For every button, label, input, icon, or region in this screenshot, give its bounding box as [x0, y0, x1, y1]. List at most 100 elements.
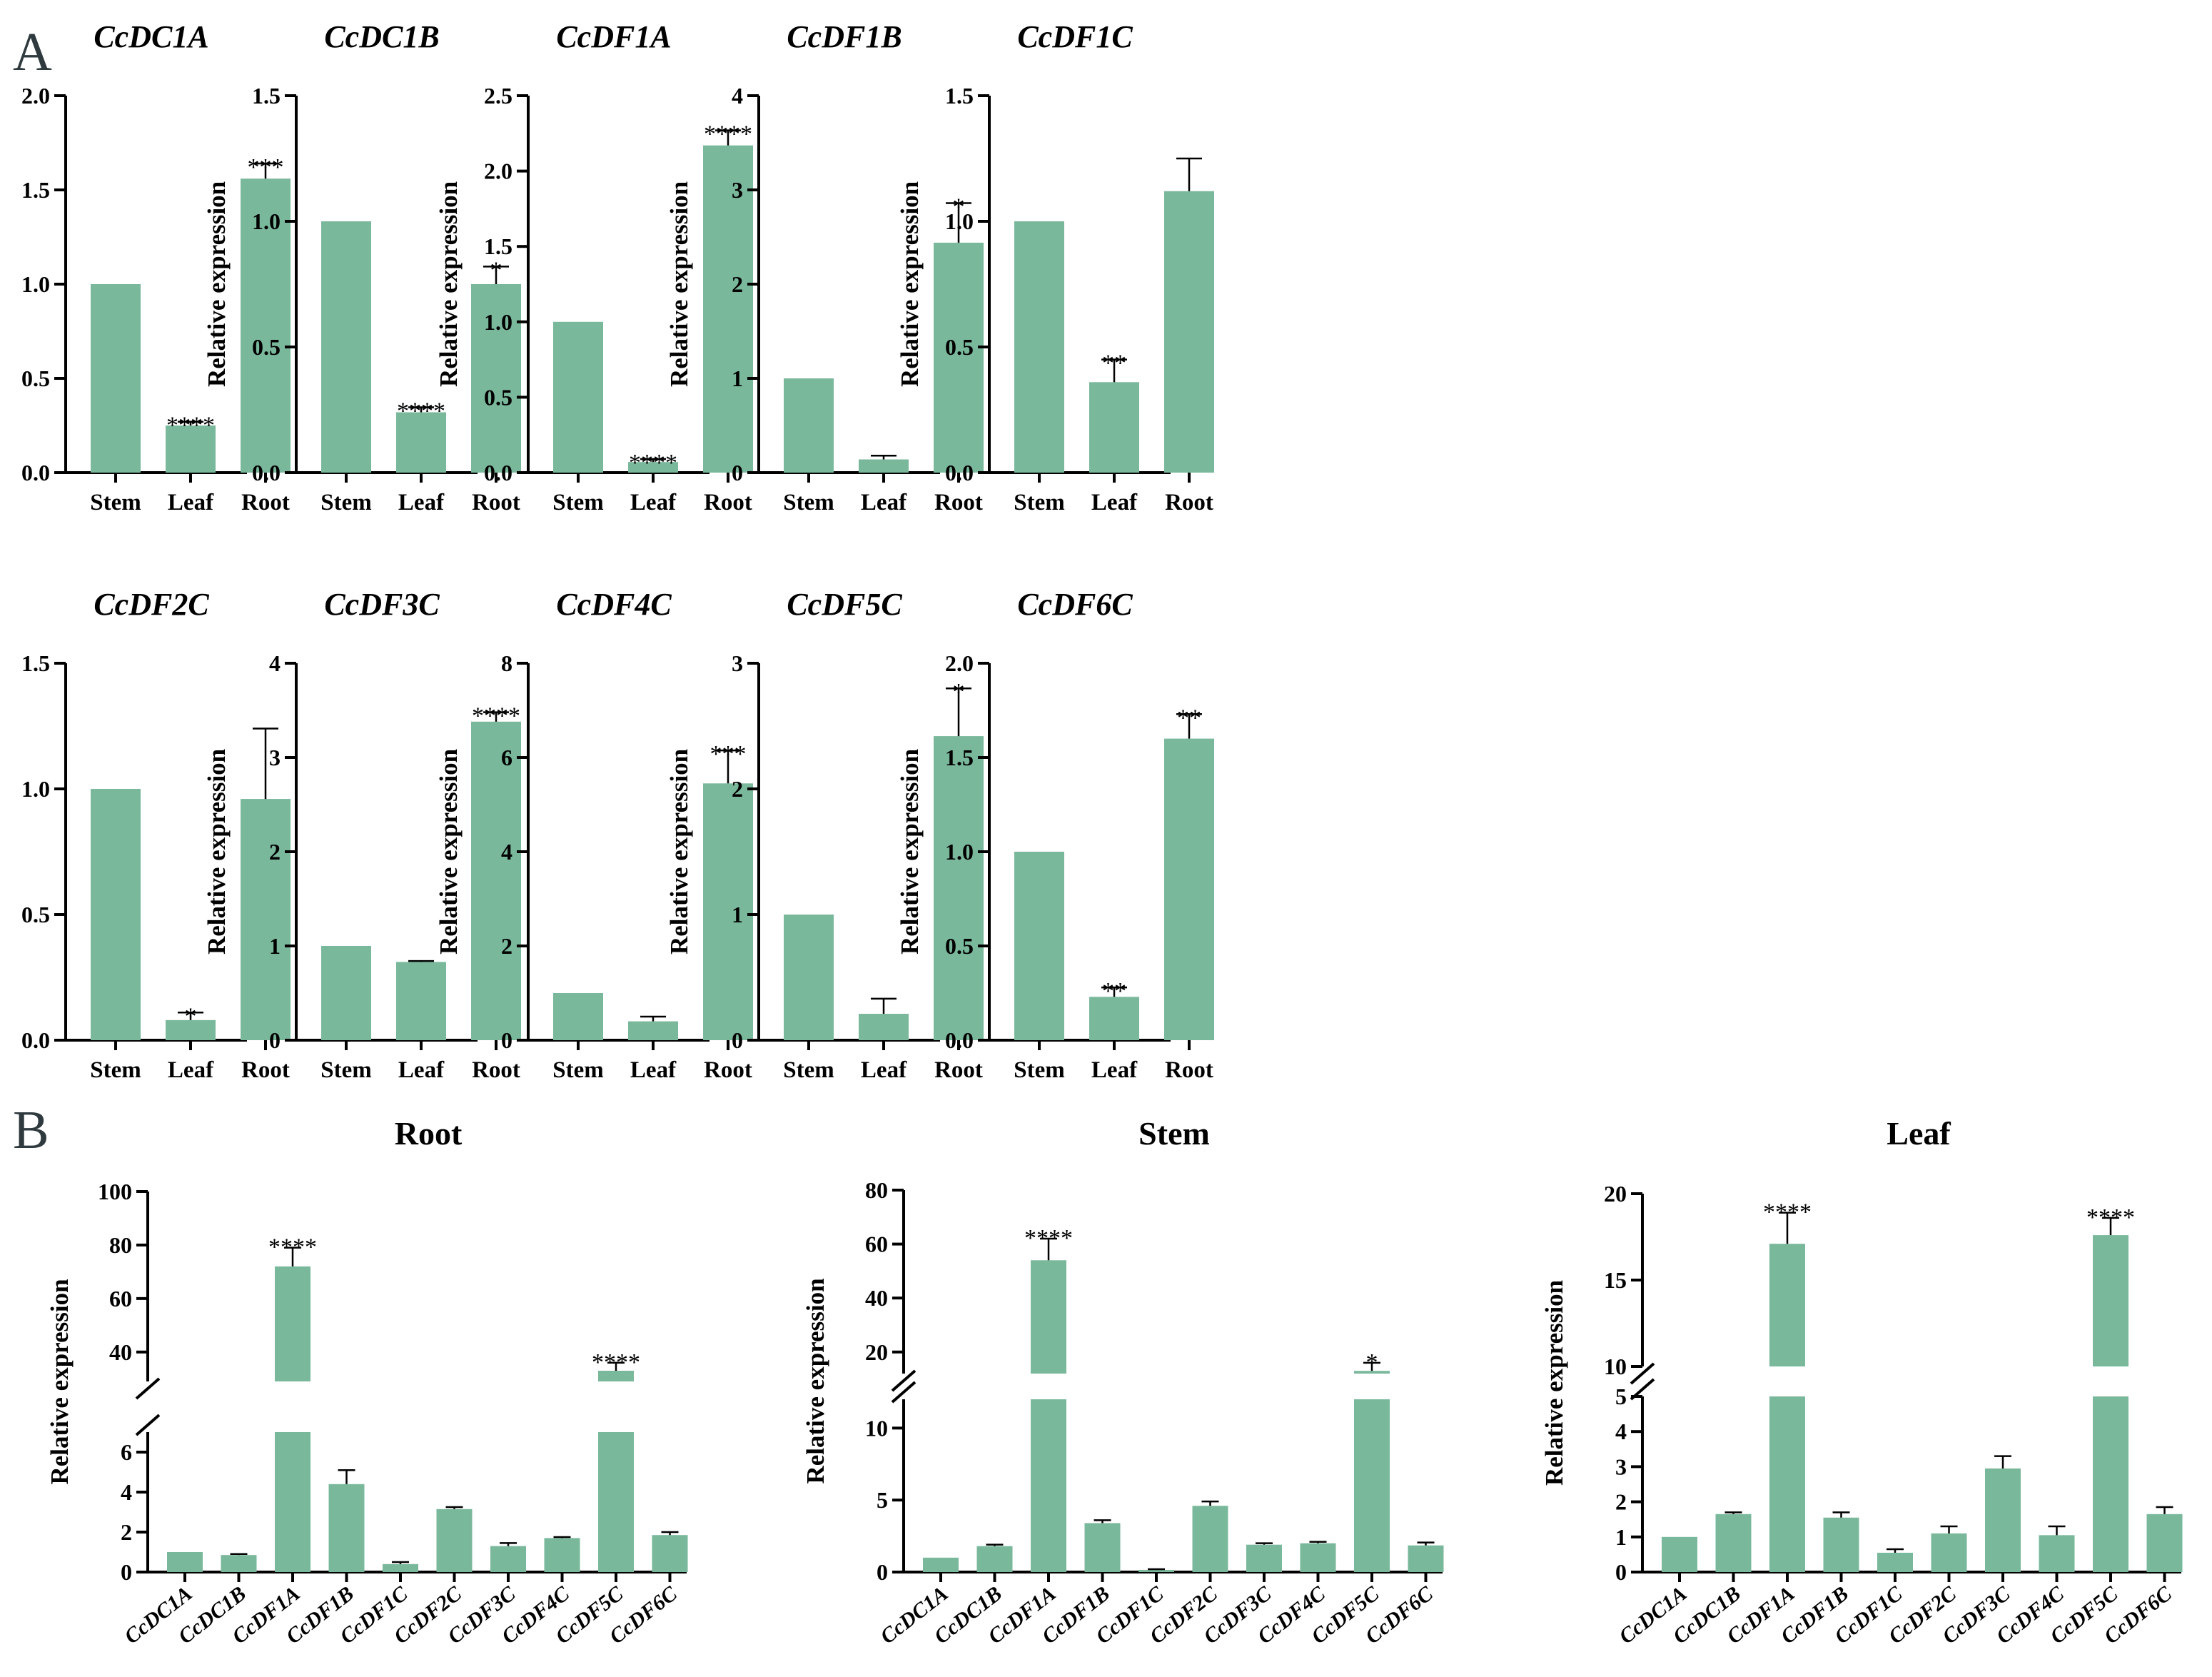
bar-ccdf1b: [1084, 1523, 1121, 1572]
y-tick-label: 40: [865, 1285, 888, 1311]
bar-ccdf4c: [544, 1538, 580, 1572]
y-tick-label: 5: [877, 1487, 888, 1513]
chart-ccdf1b: CcDF1B Relative expression 0 1 2 3 4 Stem Leaf Ro…: [665, 19, 984, 515]
y-tick-label: 0.0: [945, 1027, 974, 1053]
bar-ccdf1a-upper: [1031, 1260, 1066, 1374]
bar-root: [1164, 738, 1214, 1040]
bar-leaf: [628, 462, 678, 473]
y-tick-label: 80: [109, 1232, 132, 1258]
y-tick-label: 1: [1615, 1524, 1627, 1550]
x-tick-label: Root: [241, 1057, 290, 1083]
x-tick-label: Leaf: [630, 490, 677, 515]
x-tick-label: Leaf: [861, 1057, 907, 1083]
y-axis-label: Relative expression: [665, 181, 693, 387]
y-axis-label: Relative expression: [665, 749, 693, 955]
bar-root: [703, 145, 753, 473]
bar-leaf: [166, 425, 216, 473]
y-axis-label: Relative expression: [435, 181, 463, 387]
bar-root: [241, 799, 291, 1040]
bar-ccdf2c: [436, 1509, 473, 1572]
significance-mark: ***: [710, 741, 747, 767]
y-tick-label: 2.0: [945, 650, 974, 676]
y-tick-label: 4: [121, 1479, 132, 1505]
bar-ccdf1a: [1031, 1399, 1066, 1572]
y-tick-label: 0: [732, 460, 743, 485]
significance-mark: ****: [397, 398, 445, 424]
y-tick-label: 1.5: [484, 233, 512, 259]
y-tick-label: 15: [1604, 1267, 1627, 1293]
y-tick-label: 2: [121, 1519, 132, 1545]
bar-stem: [553, 993, 603, 1040]
significance-mark: **: [1177, 705, 1201, 731]
significance-mark: ***: [248, 154, 284, 181]
y-tick-label: 2: [269, 839, 281, 865]
bar-ccdf5c-upper: [598, 1371, 634, 1381]
chart-ccdf1a: CcDF1A Relative expression 0.0 0.5 1.0 1.5 2.0…: [435, 19, 753, 515]
chart-ccdf4c: CcDF4C Relative expression 0 2 4 6 8 Stem Leaf Ro…: [435, 587, 753, 1083]
x-tick-label: Stem: [90, 490, 141, 515]
y-tick-label: 2: [1615, 1489, 1627, 1515]
bar-ccdf1b: [328, 1484, 365, 1572]
y-tick-label: 1.0: [945, 208, 974, 234]
significance-mark: ****: [629, 450, 677, 476]
y-tick-label: 0.0: [21, 460, 50, 485]
significance-mark: *: [185, 1003, 197, 1029]
x-tick-label: Root: [704, 1057, 752, 1083]
x-tick-label: Stem: [1014, 490, 1064, 515]
x-tick-label: Root: [1165, 490, 1213, 515]
y-axis-label: Relative expression: [802, 1278, 829, 1484]
chart-ccdf1c: CcDF1C Relative expression 0.0 0.5 1.0 1.5 Ste…: [896, 19, 1214, 515]
axis-break-mark: [1630, 1362, 1655, 1385]
bar-stem: [321, 221, 371, 473]
y-tick-label: 1: [732, 366, 743, 391]
y-tick-label: 2: [732, 271, 743, 297]
y-tick-label: 4: [269, 650, 281, 676]
x-tick-label: Leaf: [398, 1057, 445, 1083]
bar-ccdf5c: [1354, 1399, 1390, 1572]
axis-break-mark: [891, 1381, 916, 1404]
bar-ccdf6c: [652, 1535, 688, 1572]
bar-stem: [553, 321, 603, 473]
y-tick-label: 2: [501, 933, 512, 959]
bar-ccdc1a: [1662, 1536, 1697, 1572]
x-tick-label: Stem: [783, 1057, 834, 1083]
bar-ccdf1b: [1823, 1517, 1859, 1572]
significance-mark: **: [1102, 351, 1126, 377]
y-tick-label: 0.5: [945, 933, 974, 959]
bar-leaf: [1089, 997, 1139, 1040]
bar-stem: [784, 378, 834, 473]
bar-ccdc1b: [976, 1546, 1013, 1572]
x-tick-label: Leaf: [630, 1057, 677, 1083]
y-tick-label: 3: [269, 745, 281, 770]
significance-mark: ****: [704, 121, 752, 148]
significance-mark: ****: [592, 1349, 640, 1376]
bar-root: [1164, 191, 1214, 473]
bar-leaf: [396, 412, 446, 473]
chart-ccdf3c: CcDF3C Relative expression 0 1 2 3 4 Stem Leaf Ro…: [203, 587, 521, 1083]
bar-stem: [91, 284, 141, 473]
chart-title: Leaf: [1887, 1115, 1951, 1152]
axis-break-mark: [891, 1369, 916, 1392]
bar-ccdf1c: [383, 1563, 418, 1572]
x-tick-label: Stem: [783, 490, 834, 515]
y-tick-label: 0: [1615, 1559, 1627, 1585]
y-axis-label: Relative expression: [896, 749, 924, 955]
bar-ccdf2c: [1931, 1533, 1967, 1572]
chart-ccdf2c: CcDF2C Relative expression 0.0 0.5 1.0 1.5 Ste…: [21, 587, 291, 1083]
bar-stem: [1014, 221, 1064, 473]
significance-mark: ****: [166, 413, 215, 439]
bar-ccdf6c: [1408, 1545, 1444, 1572]
bar-root: [934, 736, 984, 1040]
bar-ccdc1b: [221, 1555, 257, 1572]
chart-title: CcDF1B: [787, 19, 902, 54]
significance-mark: ****: [2086, 1204, 2135, 1231]
y-tick-label: 0: [732, 1027, 743, 1053]
bar-ccdf6c: [2146, 1514, 2183, 1572]
x-tick-label: Stem: [552, 1057, 603, 1083]
y-tick-label: 60: [865, 1232, 888, 1257]
chart-title: CcDF5C: [787, 587, 902, 622]
axis-break-mark: [135, 1377, 161, 1400]
significance-mark: ****: [1763, 1199, 1812, 1226]
